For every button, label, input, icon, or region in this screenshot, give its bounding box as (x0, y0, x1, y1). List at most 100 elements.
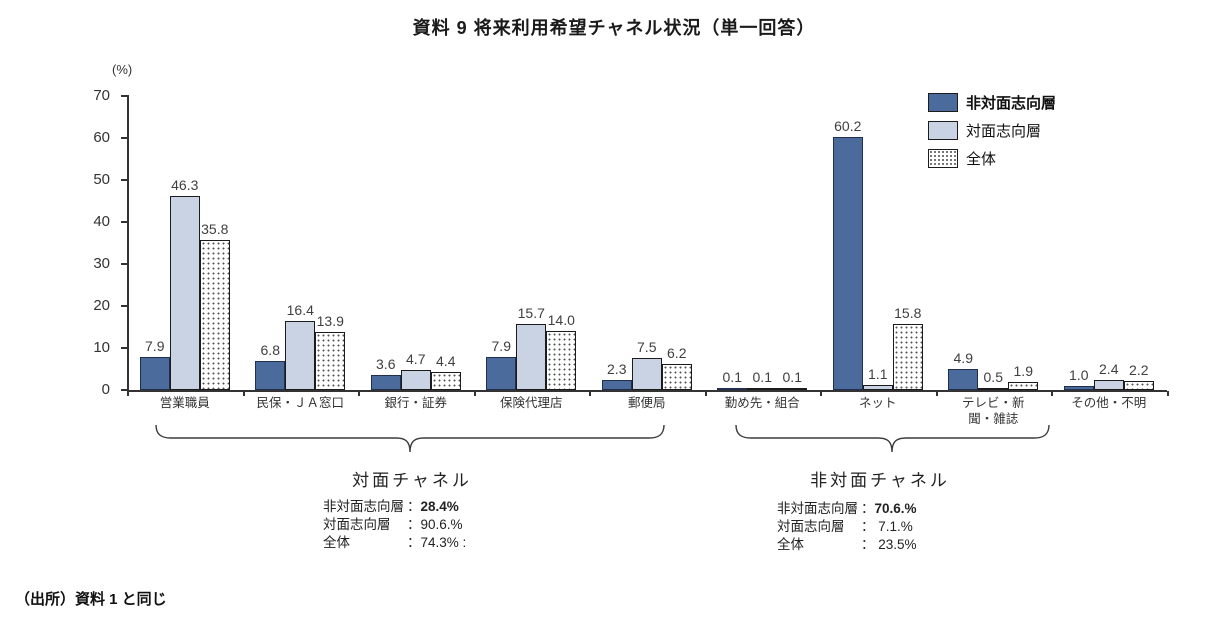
y-tick-mark (121, 347, 127, 349)
bar-全体-7 (892, 324, 923, 390)
bar-value-label: 0.1 (722, 369, 742, 385)
bar-全体-2 (315, 332, 346, 390)
legend-label: 全体 (966, 150, 997, 168)
stat-row: 非対面志向層： 70.6.% (777, 500, 917, 518)
bar-対面志向層-5 (631, 358, 662, 390)
y-tick-mark (121, 389, 127, 391)
bar-value-label: 2.3 (607, 361, 627, 377)
x-tick-mark (935, 391, 938, 396)
stat-separator: ： (407, 535, 421, 550)
y-tick-mark (121, 263, 127, 265)
bar-対面志向層-9 (1093, 380, 1124, 390)
stat-value: 90.6.% (420, 517, 463, 532)
y-tick-mark (121, 137, 127, 139)
stat-row: 非対面志向層： 28.4% (323, 498, 466, 516)
legend-label: 対面志向層 (966, 122, 1042, 140)
bar-value-label: 14.0 (547, 312, 575, 328)
stat-separator: ： (861, 519, 875, 534)
category-label: 保険代理店 (499, 396, 563, 410)
bar-非対面志向層-3 (370, 375, 401, 390)
x-tick-mark (704, 391, 707, 396)
legend-item: 非対面志向層 (928, 88, 1056, 116)
bar-value-label: 7.5 (637, 339, 657, 355)
bar-value-label: 35.8 (201, 221, 229, 237)
bar-非対面志向層-7 (832, 137, 863, 390)
x-tick-mark (1051, 391, 1053, 396)
bar-value-label: 0.1 (752, 369, 772, 385)
category-label: 民保・ＪＡ窓口 (256, 396, 344, 410)
category-label: ネット (858, 396, 897, 410)
bar-value-label: 7.9 (491, 338, 511, 354)
category-label: 郵便局 (627, 396, 666, 410)
stat-label: 対面志向層 (777, 519, 845, 534)
y-tick-mark (121, 305, 127, 307)
y-tick-label: 50 (93, 171, 110, 188)
bar-対面志向層-4 (516, 324, 547, 390)
chart-title: 資料 9 将来利用希望チャネル状況（単一回答） (412, 18, 816, 38)
left-brace-stats: 非対面志向層： 28.4% 対面志向層： 90.6.% 全体： 74.3% : (323, 498, 466, 552)
x-tick-mark (473, 391, 476, 396)
全体-swatch-icon (928, 148, 958, 168)
right-brace-label: 非対面チャネル (810, 471, 950, 490)
right-brace-stats: 非対面志向層： 70.6.% 対面志向層 ： 7.1.% 全体 ： 23.5% (777, 500, 917, 554)
bar-value-label: 1.0 (1069, 367, 1089, 383)
bar-value-label: 2.2 (1129, 362, 1149, 378)
right-brace (735, 424, 1050, 453)
category-label: 営業職員 (159, 396, 210, 410)
bar-value-label: 4.7 (406, 351, 426, 367)
bar-非対面志向層-2 (255, 361, 286, 390)
stat-separator: ： (407, 517, 421, 532)
bar-value-label: 1.1 (868, 366, 888, 382)
stat-value: 23.5% (874, 537, 917, 552)
bar-value-label: 4.4 (436, 353, 456, 369)
legend-label: 非対面志向層 (966, 94, 1057, 112)
対面志向層-swatch-icon (928, 120, 958, 140)
y-tick-label: 20 (93, 297, 110, 314)
bar-全体-5 (661, 364, 692, 390)
bar-value-label: 15.7 (517, 305, 545, 321)
source-note: （出所）資料 1 と同じ (15, 591, 167, 608)
y-tick-label: 70 (93, 87, 110, 104)
y-axis-unit-label: (%) (112, 62, 133, 77)
stat-label: 非対面志向層 (777, 501, 858, 516)
stat-separator: ： (407, 499, 421, 514)
bar-全体-9 (1123, 381, 1154, 390)
bar-value-label: 6.2 (667, 345, 687, 361)
bar-value-label: 4.9 (953, 350, 973, 366)
stat-label: 全体 (323, 535, 350, 550)
bar-value-label: 2.4 (1099, 361, 1119, 377)
stat-value: 28.4% (420, 499, 459, 514)
bar-value-label: 0.5 (983, 369, 1003, 385)
y-tick-mark (121, 95, 127, 97)
stat-value: 7.1.% (874, 519, 913, 534)
bar-対面志向層-1 (169, 196, 200, 390)
category-label: その他・不明 (1071, 396, 1147, 410)
stat-row: 対面志向層 ： 90.6.% (323, 516, 466, 534)
bar-value-label: 16.4 (286, 302, 314, 318)
bar-対面志向層-7 (862, 385, 893, 390)
y-tick-label: 0 (101, 381, 110, 398)
bar-value-label: 60.2 (834, 118, 862, 134)
legend-item: 全体 (928, 144, 1056, 172)
bar-非対面志向層-5 (601, 380, 632, 390)
y-axis-line (127, 95, 129, 391)
y-tick-label: 40 (93, 213, 110, 230)
stat-row: 対面志向層 ： 7.1.% (777, 518, 917, 536)
bar-value-label: 46.3 (171, 177, 199, 193)
stat-separator: ： (861, 537, 875, 552)
x-axis-line (127, 390, 1167, 392)
y-tick-label: 60 (93, 129, 110, 146)
bar-全体-6 (777, 388, 808, 390)
bar-非対面志向層-9 (1063, 386, 1094, 390)
bar-value-label: 1.9 (1013, 363, 1033, 379)
y-tick-mark (121, 221, 127, 223)
bar-全体-3 (430, 372, 461, 390)
stat-label: 全体 (777, 537, 804, 552)
bar-非対面志向層-8 (948, 369, 979, 390)
y-tick-label: 30 (93, 255, 110, 272)
stat-value: 70.6.% (874, 501, 917, 516)
非対面志向層-swatch-icon (928, 92, 958, 112)
stat-value: 74.3% : (420, 535, 467, 550)
x-tick-mark (1166, 391, 1169, 396)
